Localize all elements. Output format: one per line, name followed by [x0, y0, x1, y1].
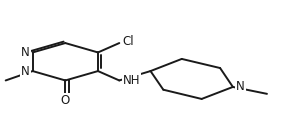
Text: N: N — [21, 65, 30, 78]
Text: Cl: Cl — [122, 35, 134, 48]
Text: N: N — [236, 80, 245, 93]
Text: O: O — [61, 94, 70, 107]
Text: N: N — [21, 46, 30, 59]
Text: NH: NH — [123, 74, 140, 87]
